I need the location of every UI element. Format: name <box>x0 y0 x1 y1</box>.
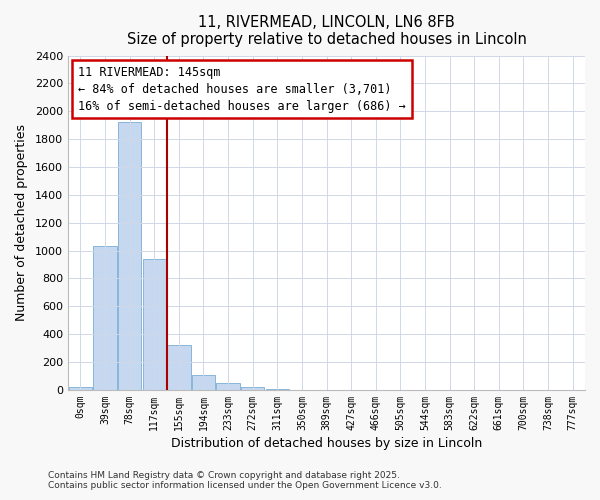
Bar <box>241 387 265 390</box>
Y-axis label: Number of detached properties: Number of detached properties <box>15 124 28 321</box>
Bar <box>217 383 240 390</box>
Bar <box>93 246 116 390</box>
X-axis label: Distribution of detached houses by size in Lincoln: Distribution of detached houses by size … <box>171 437 482 450</box>
Title: 11, RIVERMEAD, LINCOLN, LN6 8FB
Size of property relative to detached houses in : 11, RIVERMEAD, LINCOLN, LN6 8FB Size of … <box>127 15 526 48</box>
Bar <box>143 259 166 390</box>
Bar <box>167 346 191 390</box>
Bar <box>266 389 289 390</box>
Text: 11 RIVERMEAD: 145sqm
← 84% of detached houses are smaller (3,701)
16% of semi-de: 11 RIVERMEAD: 145sqm ← 84% of detached h… <box>79 66 406 112</box>
Bar <box>118 122 141 390</box>
Bar <box>68 387 92 390</box>
Bar <box>192 376 215 390</box>
Text: Contains HM Land Registry data © Crown copyright and database right 2025.
Contai: Contains HM Land Registry data © Crown c… <box>48 470 442 490</box>
